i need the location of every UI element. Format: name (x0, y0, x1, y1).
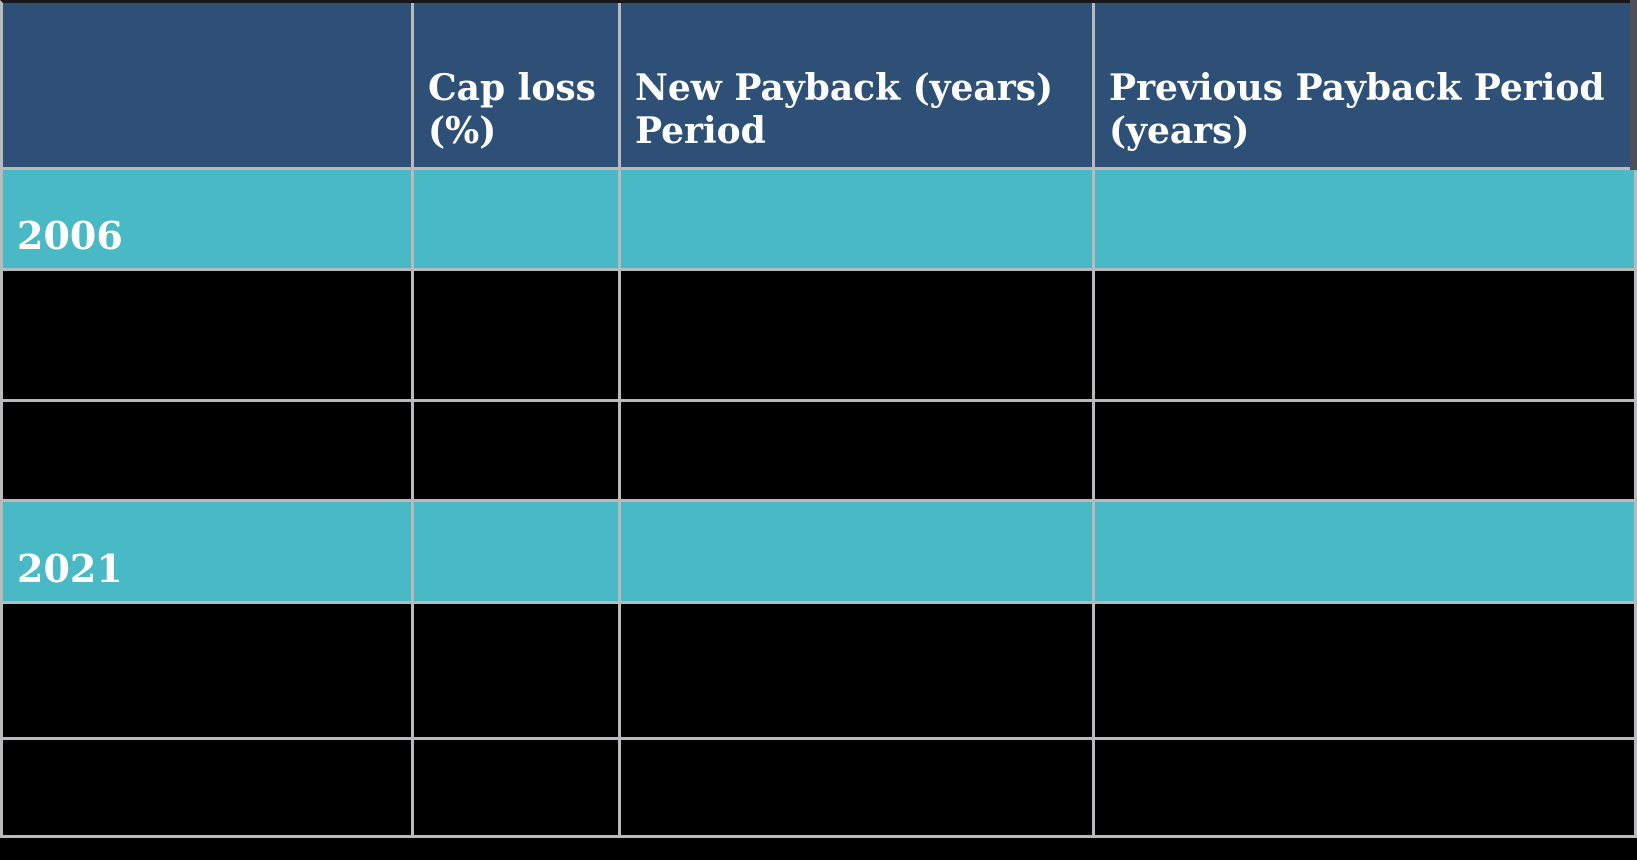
redacted-cell (1095, 271, 1634, 399)
redacted-cell (1095, 740, 1634, 835)
redacted-cell (621, 402, 1092, 499)
year-band-cell (621, 502, 1092, 601)
year-band-cell (621, 170, 1092, 268)
redacted-cell (1095, 604, 1634, 737)
redacted-cell (3, 740, 411, 835)
header-cell-blank (3, 3, 411, 167)
year-band-cell (1095, 502, 1634, 601)
redacted-cell (414, 402, 618, 499)
year-band-cell (1095, 170, 1634, 268)
redacted-cell (414, 604, 618, 737)
row-label-2006: 2006 (3, 170, 411, 268)
header-cell-new-payback-period: New Payback (years) Period (621, 3, 1092, 167)
redacted-cell (414, 271, 618, 399)
year-band-cell (414, 170, 618, 268)
header-cell-cap-loss: Cap loss (%) (414, 3, 618, 167)
redacted-cell (3, 271, 411, 399)
redacted-cell (621, 604, 1092, 737)
redacted-cell (621, 740, 1092, 835)
payback-period-table: Cap loss (%) New Payback (years) Period … (0, 0, 1637, 838)
redacted-cell (3, 604, 411, 737)
year-band-cell (414, 502, 618, 601)
redacted-cell (1095, 402, 1634, 499)
redacted-cell (621, 271, 1092, 399)
row-label-2021: 2021 (3, 502, 411, 601)
redacted-cell (414, 740, 618, 835)
redacted-cell (3, 402, 411, 499)
header-cell-previous-payback-period: Previous Payback Period (years) (1095, 3, 1634, 167)
